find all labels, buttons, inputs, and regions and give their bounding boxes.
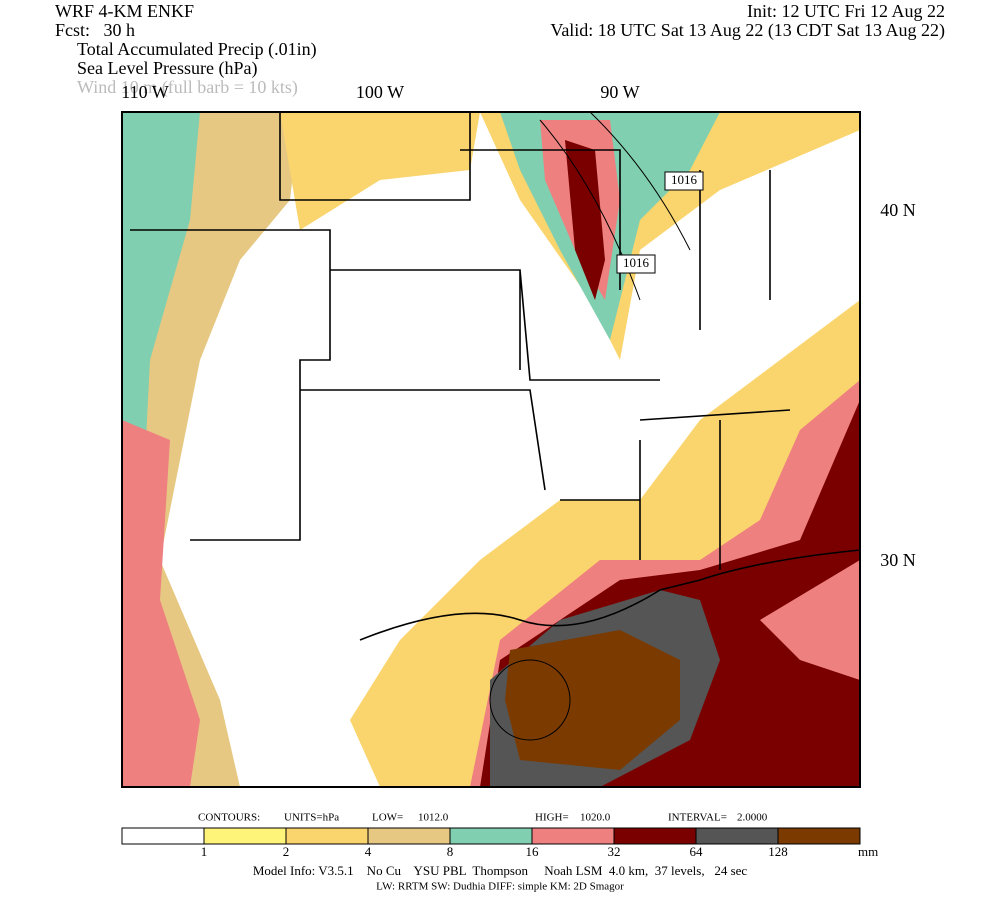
lat-label: 40 N — [880, 200, 916, 220]
contour-info: LOW= — [372, 812, 403, 824]
init: Init: 12 UTC Fri 12 Aug 22 — [747, 1, 945, 21]
lon-label: 100 W — [356, 82, 404, 102]
color-swatch — [203, 827, 287, 845]
contour-info: 1012.0 — [418, 812, 449, 824]
colorbar-unit: mm — [858, 844, 878, 859]
color-swatch — [695, 827, 779, 845]
field: Total Accumulated Precip (.01in) — [77, 39, 317, 60]
contour-info: CONTOURS: — [198, 812, 260, 824]
color-swatch — [449, 827, 533, 845]
color-swatch — [531, 827, 615, 845]
isobar-label: 1016 — [671, 172, 698, 187]
lat-label: 30 N — [880, 550, 916, 570]
color-swatch — [367, 827, 451, 845]
lon-label: 110 W — [121, 82, 169, 102]
color-swatch — [613, 827, 697, 845]
colorbar-label: 32 — [608, 844, 621, 859]
model: WRF 4-KM ENKF — [55, 1, 194, 21]
footer: LW: RRTM SW: Dudhia DIFF: simple KM: 2D … — [376, 881, 624, 893]
colorbar: 1 2 4 8 16 32 64 128 mm — [121, 827, 878, 859]
forecast: Fcst: 30 h — [55, 20, 135, 40]
colorbar-label: 128 — [768, 844, 788, 859]
lon-label: 90 W — [600, 82, 639, 102]
contour-info: 1020.0 — [580, 812, 611, 824]
colorbar-label: 16 — [526, 844, 540, 859]
colorbar-label: 4 — [365, 844, 372, 859]
colorbar-label: 8 — [447, 844, 454, 859]
colorbar-label: 1 — [201, 844, 208, 859]
field: Sea Level Pressure (hPa) — [77, 58, 257, 79]
contour-info: UNITS=hPa — [284, 812, 339, 824]
contour-info: HIGH= — [535, 812, 569, 824]
valid: Valid: 18 UTC Sat 13 Aug 22 (13 CDT Sat … — [550, 20, 945, 41]
color-swatch — [777, 827, 861, 845]
field: Wind 10 m (full barb = 10 kts) — [77, 77, 298, 98]
map: 1016 1016 — [121, 111, 861, 788]
footer: Model Info: V3.5.1 No Cu YSU PBL Thompso… — [253, 863, 748, 878]
colorbar-label: 64 — [690, 844, 704, 859]
color-swatch — [121, 827, 205, 845]
isobar-label: 1016 — [623, 255, 650, 270]
contour-info: 2.0000 — [737, 812, 768, 824]
color-swatch — [285, 827, 369, 845]
contour-info: INTERVAL= — [668, 812, 727, 824]
colorbar-label: 2 — [283, 844, 290, 859]
